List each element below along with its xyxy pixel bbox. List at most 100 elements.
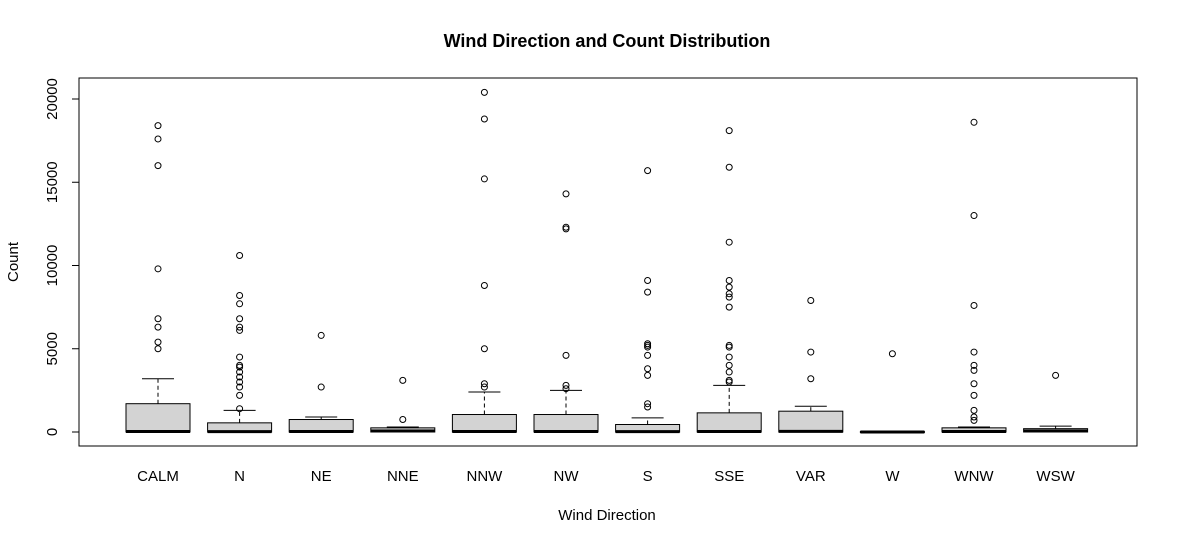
outlier-point [236, 361, 244, 369]
x-tick-label: NNE [387, 468, 419, 485]
outlier-point [970, 361, 978, 369]
outlier-point [317, 331, 325, 339]
outlier-point [317, 383, 325, 391]
x-tick-label: WSW [1036, 468, 1075, 485]
outlier-point [236, 315, 244, 323]
outlier-point [236, 391, 244, 399]
x-axis: CALM N NE NNE NNW NW S SSE VAR W WNW WSW [137, 468, 1075, 485]
outlier-point [154, 162, 162, 170]
box-n [207, 252, 273, 434]
outlier-point [644, 371, 652, 379]
y-tick-label: 15000 [44, 161, 61, 203]
outlier-point [644, 276, 652, 284]
outlier-point [399, 376, 407, 384]
plot-frame [78, 77, 1138, 447]
outlier-point [644, 351, 652, 359]
iqr-box [696, 412, 762, 433]
x-tick-label: S [643, 468, 653, 485]
box-nne [370, 376, 436, 433]
box-w [859, 350, 925, 434]
outlier-point [236, 378, 244, 386]
outlier-point [970, 406, 978, 414]
outlier-point [644, 167, 652, 175]
outlier-point [725, 290, 733, 298]
outlier-point [644, 365, 652, 373]
x-tick-label: W [885, 468, 900, 485]
x-tick-label: SSE [714, 468, 744, 485]
outlier-point [480, 383, 488, 391]
outlier-point [236, 368, 244, 376]
outlier-point [725, 368, 733, 376]
y-tick-label: 5000 [44, 332, 61, 365]
y-axis: 0 5000 10000 15000 20000 [44, 78, 80, 436]
outlier-point [888, 350, 896, 358]
outlier-point [725, 303, 733, 311]
outlier-point [725, 238, 733, 246]
outlier-point [154, 135, 162, 143]
outlier-point [725, 376, 733, 384]
outlier-point [154, 315, 162, 323]
outlier-point [236, 383, 244, 391]
outlier-point [807, 296, 815, 304]
outlier-point [154, 122, 162, 130]
iqr-box [778, 410, 844, 433]
outlier-point [970, 366, 978, 374]
outlier-point [725, 361, 733, 369]
y-tick-label: 0 [44, 428, 61, 436]
x-tick-label: N [234, 468, 245, 485]
outlier-point [562, 223, 570, 231]
chart-title: Wind Direction and Count Distribution [444, 31, 771, 51]
x-tick-label: NW [554, 468, 580, 485]
outlier-point [970, 391, 978, 399]
y-axis-label: Count [5, 241, 22, 282]
outlier-point [236, 252, 244, 260]
outlier-point [236, 373, 244, 381]
outlier-point [399, 416, 407, 424]
outlier-point [236, 405, 244, 413]
outlier-point [154, 345, 162, 353]
outlier-point [970, 348, 978, 356]
x-tick-label: NNW [466, 468, 503, 485]
outlier-point [725, 353, 733, 361]
outlier-point [154, 265, 162, 273]
outlier-point [644, 288, 652, 296]
y-tick-label: 20000 [44, 78, 61, 120]
x-tick-label: NE [311, 468, 332, 485]
y-tick-label: 10000 [44, 245, 61, 287]
iqr-box [125, 403, 191, 433]
outlier-point [480, 281, 488, 289]
outlier-point [236, 300, 244, 308]
outlier-point [725, 293, 733, 301]
outlier-point [236, 291, 244, 299]
box-wnw [941, 118, 1007, 434]
outlier-point [725, 163, 733, 171]
outlier-point [154, 338, 162, 346]
outlier-point [725, 283, 733, 291]
outlier-point [154, 323, 162, 331]
box-ne [288, 331, 354, 434]
box-wsw [1023, 371, 1089, 433]
outlier-point [970, 416, 978, 424]
box-nnw [451, 88, 517, 434]
box-calm [125, 122, 191, 434]
x-tick-label: CALM [137, 468, 179, 485]
outlier-point [562, 190, 570, 198]
outlier-point [236, 353, 244, 361]
outlier-point [480, 115, 488, 123]
outlier-point [644, 403, 652, 411]
outlier-point [644, 400, 652, 408]
outlier-point [1052, 371, 1060, 379]
x-tick-label: WNW [954, 468, 994, 485]
x-tick-label: VAR [796, 468, 826, 485]
outlier-point [807, 348, 815, 356]
outlier-point [807, 375, 815, 383]
outlier-point [562, 351, 570, 359]
outlier-point [970, 212, 978, 220]
box-sse [696, 127, 762, 434]
x-axis-label: Wind Direction [558, 507, 656, 524]
outlier-point [725, 341, 733, 349]
outlier-point [970, 118, 978, 126]
iqr-box [451, 414, 517, 433]
outlier-point [562, 381, 570, 389]
outlier-point [236, 323, 244, 331]
